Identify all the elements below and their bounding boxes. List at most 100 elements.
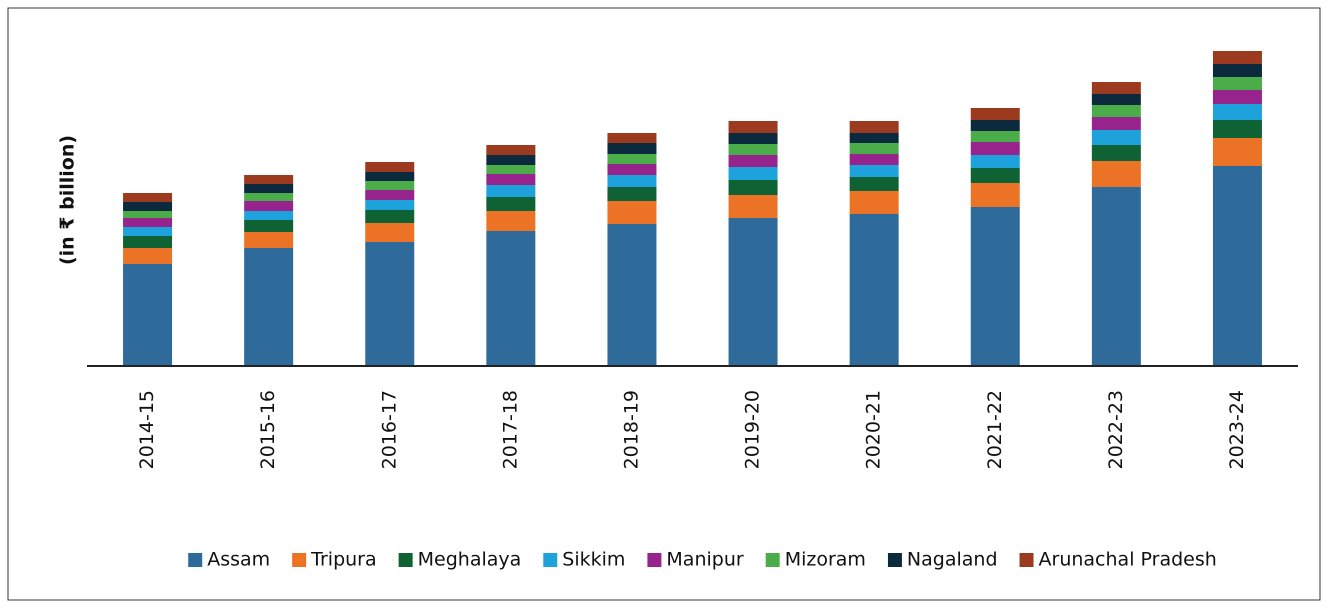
x-tick-label: 2021-22 <box>984 390 1006 469</box>
legend-label: Arunachal Pradesh <box>1039 549 1217 571</box>
legend-label: Tripura <box>310 549 376 571</box>
bar-segment <box>123 202 173 211</box>
bar-segment <box>728 133 778 144</box>
bar-segment <box>607 201 657 224</box>
bar-segment <box>607 154 657 164</box>
bar-segment <box>244 184 294 193</box>
bar-segment <box>244 232 294 248</box>
bar-segment <box>365 242 415 366</box>
bar-segment <box>486 231 536 366</box>
bar-segment <box>486 174 536 185</box>
bar-segment <box>1091 187 1141 366</box>
legend-label: Meghalaya <box>418 549 522 571</box>
legend-swatch <box>647 553 662 567</box>
bar-segment <box>1091 161 1141 187</box>
bar-segment <box>244 193 294 201</box>
legend-label: Nagaland <box>907 549 998 571</box>
bar-segment <box>1212 90 1262 104</box>
bar-segment <box>1212 51 1262 64</box>
bar-segment <box>849 165 899 177</box>
x-tick-label: 2016-17 <box>378 390 400 469</box>
bar-segment <box>486 211 536 231</box>
x-tick-label: 2023-24 <box>1226 390 1248 469</box>
bar-segment <box>970 168 1020 183</box>
bar-segment <box>244 220 294 232</box>
x-tick-label: 2014-15 <box>136 390 158 469</box>
bar-segment <box>486 165 536 174</box>
bar-segment <box>849 154 899 165</box>
bar-segment <box>970 207 1020 366</box>
bar-segment <box>970 108 1020 120</box>
bar-segment <box>1212 166 1262 366</box>
legend-label: Sikkim <box>562 549 625 571</box>
bar-segment <box>849 143 899 154</box>
x-tick-label: 2020-21 <box>863 390 885 469</box>
bar-segment <box>1212 77 1262 90</box>
bar-segment <box>607 164 657 175</box>
bar-segment <box>970 183 1020 207</box>
bar-segment <box>123 211 173 218</box>
legend-label: Mizoram <box>785 549 866 571</box>
bar-segment <box>1212 120 1262 138</box>
x-tick-label: 2018-19 <box>620 390 642 469</box>
bar-segment <box>244 201 294 211</box>
bar-segment <box>849 177 899 191</box>
legend-swatch <box>1019 553 1034 567</box>
bar-segment <box>970 155 1020 168</box>
legend-label: Manipur <box>666 549 743 571</box>
bar-segment <box>728 144 778 155</box>
bar-segment <box>365 210 415 223</box>
bar-segment <box>1091 82 1141 94</box>
bar-segment <box>728 195 778 218</box>
bar-segment <box>486 197 536 211</box>
bar-segment <box>970 120 1020 131</box>
x-tick-label: 2019-20 <box>742 390 764 469</box>
bar-segment <box>365 162 415 172</box>
legend-swatch <box>543 553 558 567</box>
legend: Assam Tripura Meghalaya Sikkim Manipur Mizora… <box>188 549 1217 571</box>
x-tick-label: 2017-18 <box>499 390 521 469</box>
bar-segment <box>1091 130 1141 145</box>
bar-segment <box>849 191 899 214</box>
legend-swatch <box>292 553 307 567</box>
bar-segment <box>607 187 657 201</box>
x-tick-label: 2022-23 <box>1105 390 1127 469</box>
bar-segment <box>728 121 778 133</box>
legend-swatch <box>188 553 203 567</box>
x-tick-label: 2015-16 <box>257 390 279 469</box>
legend-swatch <box>398 553 413 567</box>
bar-segment <box>849 133 899 143</box>
bar-segment <box>728 155 778 167</box>
bar-segment <box>365 181 415 190</box>
bar-segment <box>1091 94 1141 105</box>
bar-segment <box>970 131 1020 142</box>
bar-segment <box>244 175 294 184</box>
bar-segment <box>123 236 173 248</box>
bar-segment <box>849 121 899 133</box>
bar-segment <box>1091 117 1141 130</box>
bar-segment <box>365 190 415 200</box>
bar-segment <box>728 180 778 195</box>
bar-segment <box>728 218 778 366</box>
bar-segment <box>728 167 778 180</box>
bar-segment <box>365 200 415 210</box>
bar-segment <box>486 185 536 197</box>
bar-segment <box>123 248 173 264</box>
bar-segment <box>1212 138 1262 166</box>
bar-segment <box>123 264 173 366</box>
bar-segment <box>123 193 173 202</box>
legend-swatch <box>887 553 902 567</box>
bar-segment <box>607 133 657 143</box>
bar-segment <box>607 143 657 154</box>
bar-segment <box>1212 104 1262 120</box>
bar-segment <box>607 175 657 187</box>
bar-segment <box>365 223 415 242</box>
bar-segment <box>123 218 173 227</box>
bar-segment <box>486 155 536 165</box>
bar-segment <box>607 224 657 366</box>
bar-segment <box>244 211 294 220</box>
y-axis-label: (in ₹ billion) <box>57 135 79 265</box>
bar-segment <box>244 248 294 366</box>
bar-segment <box>486 145 536 155</box>
